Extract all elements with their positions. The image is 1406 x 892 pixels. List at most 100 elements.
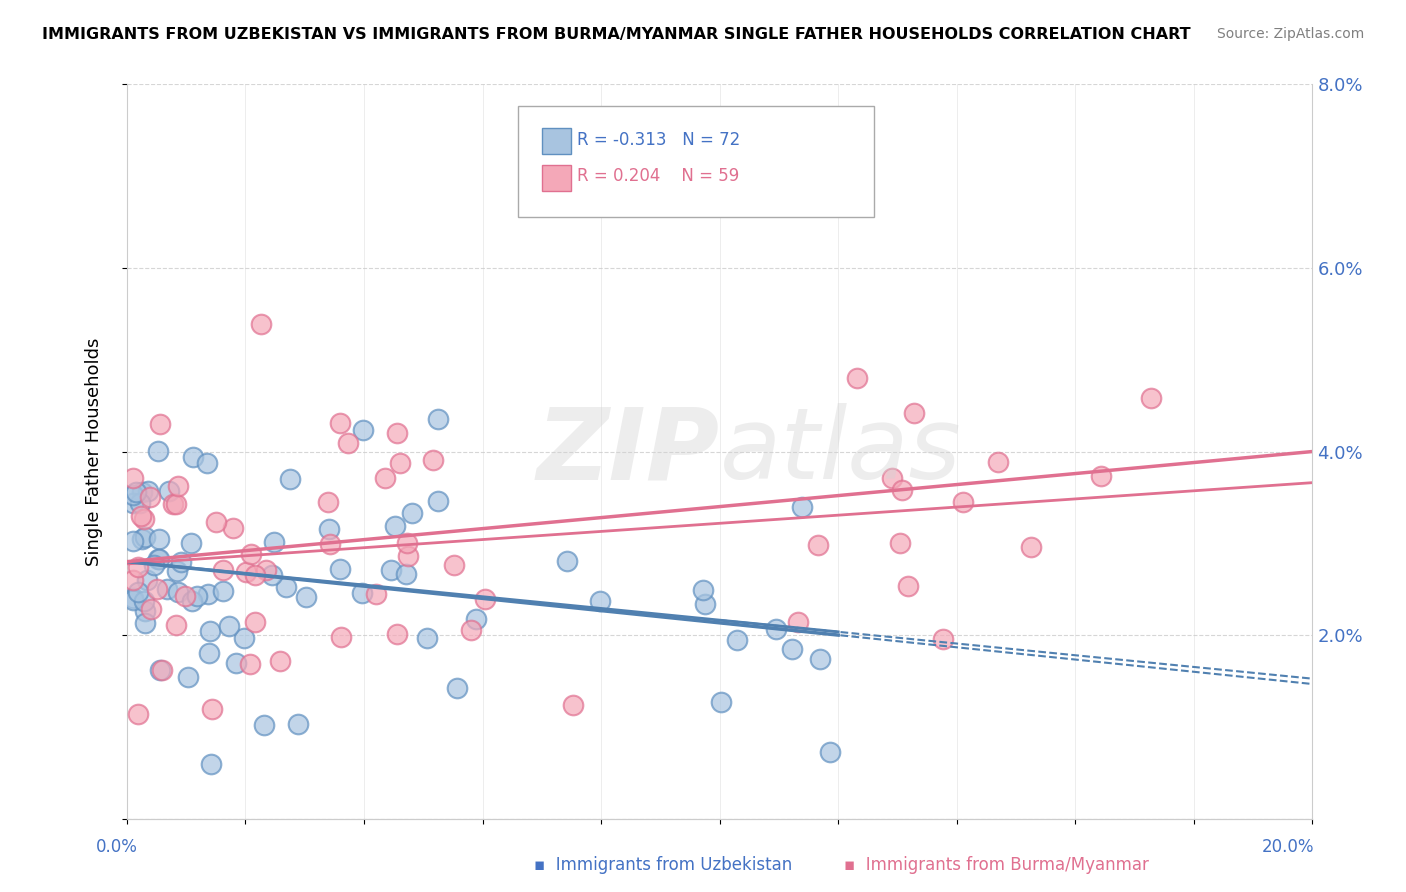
Point [167,585,190,599]
Point [845,371,868,385]
Point [121,591,143,605]
Point [384,519,406,533]
Point [385,627,408,641]
Point [235,565,257,579]
Point [765,622,787,636]
Point [201,702,224,716]
Point [319,536,342,550]
Point [136,483,159,498]
Point [460,624,482,638]
Point [148,551,170,566]
Point [197,646,219,660]
Point [181,450,204,464]
Point [710,695,733,709]
Point [212,583,235,598]
Point [464,612,486,626]
Point [198,624,221,639]
Point [443,558,465,573]
Point [352,423,374,437]
Text: R = 0.204    N = 59: R = 0.204 N = 59 [578,167,740,186]
Point [135,573,157,587]
Point [318,495,340,509]
Text: 20.0%: 20.0% [1263,838,1315,855]
Point [142,558,165,572]
Point [157,484,180,499]
Point [692,582,714,597]
Point [181,593,204,607]
Point [127,706,149,721]
Point [128,559,150,574]
Point [269,654,291,668]
Point [422,453,444,467]
Text: IMMIGRANTS FROM UZBEKISTAN VS IMMIGRANTS FROM BURMA/MYANMAR SINGLE FATHER HOUSEH: IMMIGRANTS FROM UZBEKISTAN VS IMMIGRANTS… [42,27,1191,42]
Point [555,554,578,568]
Bar [541,128,571,154]
Point [121,573,143,587]
Point [725,632,748,647]
Point [903,406,925,420]
Point [474,592,496,607]
Point [589,594,612,608]
Point [278,472,301,486]
Point [891,483,914,497]
Point [239,548,262,562]
Point [562,698,585,712]
Point [165,497,187,511]
Point [389,456,412,470]
Point [127,585,149,599]
Point [129,496,152,510]
Point [427,493,450,508]
Point [131,532,153,546]
Point [385,426,408,441]
Point [222,521,245,535]
Text: ▪  Immigrants from Uzbekistan: ▪ Immigrants from Uzbekistan [534,855,793,873]
Point [149,417,172,431]
Point [889,536,911,550]
Point [200,757,222,772]
Point [274,580,297,594]
Point [122,488,145,502]
Text: 0.0%: 0.0% [96,838,138,855]
Point [156,582,179,596]
Point [243,615,266,630]
Point [380,563,402,577]
Point [364,587,387,601]
Point [173,589,195,603]
Point [693,597,716,611]
Point [162,497,184,511]
Point [336,436,359,450]
Point [148,532,170,546]
Point [807,538,830,552]
Point [350,585,373,599]
Point [415,631,437,645]
Point [212,563,235,577]
Point [121,496,143,510]
Point [250,317,273,331]
Point [176,670,198,684]
Y-axis label: Single Father Households: Single Father Households [86,337,103,566]
Point [882,471,904,485]
FancyBboxPatch shape [519,106,873,217]
Point [166,479,188,493]
Point [146,552,169,566]
Point [318,522,340,536]
Point [141,601,163,615]
Text: Source: ZipAtlas.com: Source: ZipAtlas.com [1216,27,1364,41]
Point [233,631,256,645]
Point [121,470,143,484]
Point [146,443,169,458]
Point [787,615,810,630]
Bar [541,165,571,191]
Point [820,745,842,759]
Point [329,562,352,576]
Point [243,567,266,582]
Point [396,549,419,564]
Point [125,484,148,499]
Point [287,716,309,731]
Point [170,555,193,569]
Point [197,587,219,601]
Point [166,564,188,578]
Point [792,500,814,514]
Point [427,412,450,426]
Point [121,593,143,607]
